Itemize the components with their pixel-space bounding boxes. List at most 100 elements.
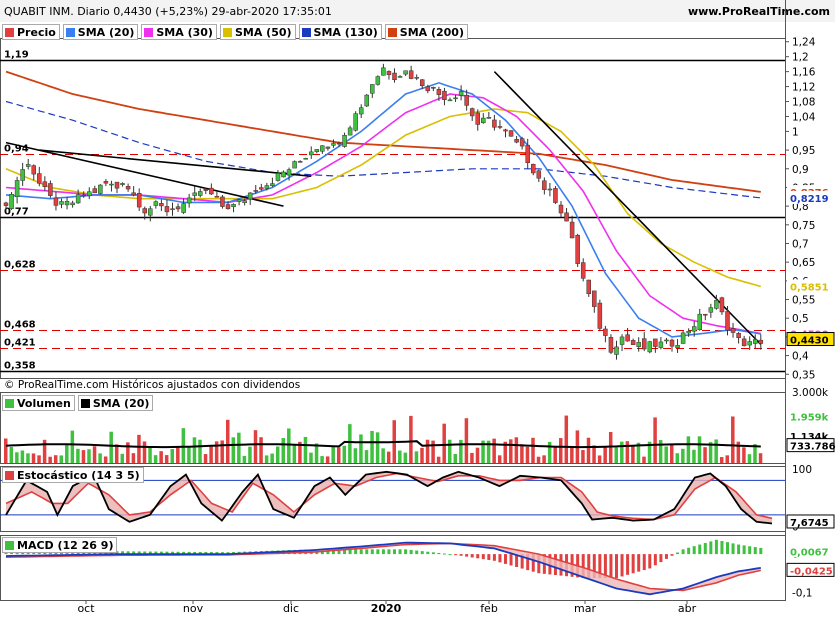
macd-histogram-bar: [204, 552, 208, 555]
volume-bar: [692, 449, 696, 463]
candle-body: [714, 300, 719, 309]
macd-histogram-bar: [515, 554, 519, 568]
x-axis-label: nov: [183, 602, 204, 615]
volume-value-tag: 733.786: [790, 442, 835, 453]
candle-body: [414, 77, 419, 79]
price-tick-label: 0,4: [792, 351, 809, 363]
price-level-label: 0,468: [4, 320, 36, 331]
candle-body: [725, 311, 730, 331]
candle-body: [42, 181, 48, 188]
candle-body: [109, 183, 114, 186]
price-candle: [281, 170, 286, 178]
volume-bar: [420, 447, 424, 463]
volume-bar: [9, 446, 14, 463]
price-legend-item[interactable]: Precio: [2, 24, 60, 40]
volume-bar: [198, 439, 202, 463]
candle-body: [675, 345, 680, 349]
price-candle: [114, 181, 120, 194]
macd-histogram-bar: [742, 545, 746, 555]
price-tick-label: 1,24: [792, 37, 816, 49]
price-candle: [675, 339, 680, 353]
candle-body: [303, 158, 308, 160]
candle-body: [264, 185, 270, 189]
candle-body: [708, 307, 714, 313]
macd-histogram-bar: [609, 554, 613, 579]
volume-bar: [81, 450, 86, 463]
price-candle: [747, 336, 752, 350]
price-level-label: 0,77: [4, 207, 29, 218]
price-candle: [153, 200, 159, 209]
macd-histogram-bar: [165, 551, 169, 555]
price-candle: [547, 183, 553, 197]
price-candle: [664, 337, 669, 344]
candle-body: [342, 135, 347, 147]
volume-legend-item[interactable]: Volumen: [2, 395, 75, 411]
volume-legend-item[interactable]: SMA (20): [77, 395, 154, 411]
price-level-label: 0,94: [4, 144, 29, 155]
macd-histogram-bar: [664, 554, 668, 559]
macd-legend-item[interactable]: MACD (12 26 9): [2, 537, 118, 553]
candle-body: [386, 71, 392, 75]
candle-body: [447, 99, 453, 102]
volume-bar: [275, 446, 280, 463]
price-candle: [603, 325, 608, 343]
color-swatch-icon: [301, 27, 311, 37]
candle-body: [153, 201, 159, 206]
site-link[interactable]: www.ProRealTime.com: [687, 5, 830, 18]
volume-bar: [59, 455, 63, 463]
volume-bar: [592, 445, 596, 463]
price-value-tag: 0,5851: [790, 282, 829, 293]
price-candle: [741, 335, 747, 347]
price-candle: [209, 183, 214, 195]
macd-histogram-bar: [404, 549, 408, 555]
price-level-label: 0,421: [4, 338, 36, 349]
volume-bar: [20, 450, 25, 463]
price-candle: [264, 182, 270, 191]
macd-histogram-bar: [592, 554, 596, 579]
candle-body: [647, 341, 653, 353]
volume-bar: [287, 428, 291, 463]
price-candle: [303, 157, 308, 160]
macd-histogram-bar: [748, 546, 752, 555]
volume-bar: [131, 453, 136, 463]
macd-histogram-bar: [759, 547, 763, 555]
candle-body: [309, 151, 314, 156]
candle-body: [87, 191, 92, 197]
candle-body: [375, 76, 381, 85]
price-candle: [575, 233, 580, 267]
candle-body: [320, 145, 325, 152]
macd-histogram-bar: [226, 552, 230, 555]
price-candle: [103, 179, 109, 187]
stochastic-legend: Estocástico (14 3 5): [2, 467, 144, 483]
candle-body: [680, 332, 686, 344]
candle-body: [325, 146, 331, 149]
candle-body: [3, 202, 9, 206]
price-legend-item[interactable]: SMA (20): [62, 24, 139, 40]
macd-histogram-bar: [126, 551, 130, 555]
candle-body: [503, 129, 508, 132]
macd-histogram-bar: [182, 551, 186, 555]
price-candle: [25, 158, 31, 170]
stoch-legend-item[interactable]: Estocástico (14 3 5): [2, 467, 144, 483]
macd-histogram-bar: [670, 554, 674, 556]
volume-bar: [603, 446, 607, 463]
price-candle: [531, 163, 536, 176]
macd-histogram-bar: [659, 554, 663, 563]
volume-bar: [370, 430, 374, 463]
price-legend-item[interactable]: SMA (200): [384, 24, 468, 40]
macd-histogram-bar: [415, 550, 419, 555]
price-candle: [375, 75, 381, 86]
volume-bar: [697, 436, 702, 463]
macd-histogram-bar: [703, 542, 707, 555]
volume-bar: [586, 437, 591, 463]
candle-body: [658, 341, 664, 348]
macd-histogram-bar: [509, 554, 513, 566]
price-legend-item[interactable]: SMA (50): [219, 24, 296, 40]
price-candle: [736, 331, 741, 344]
volume-bar: [531, 437, 535, 463]
price-legend-item[interactable]: SMA (130): [298, 24, 382, 40]
price-candle: [525, 138, 530, 169]
volume-bar: [464, 418, 469, 463]
macd-histogram-bar: [354, 549, 358, 555]
price-legend-item[interactable]: SMA (30): [141, 24, 217, 40]
